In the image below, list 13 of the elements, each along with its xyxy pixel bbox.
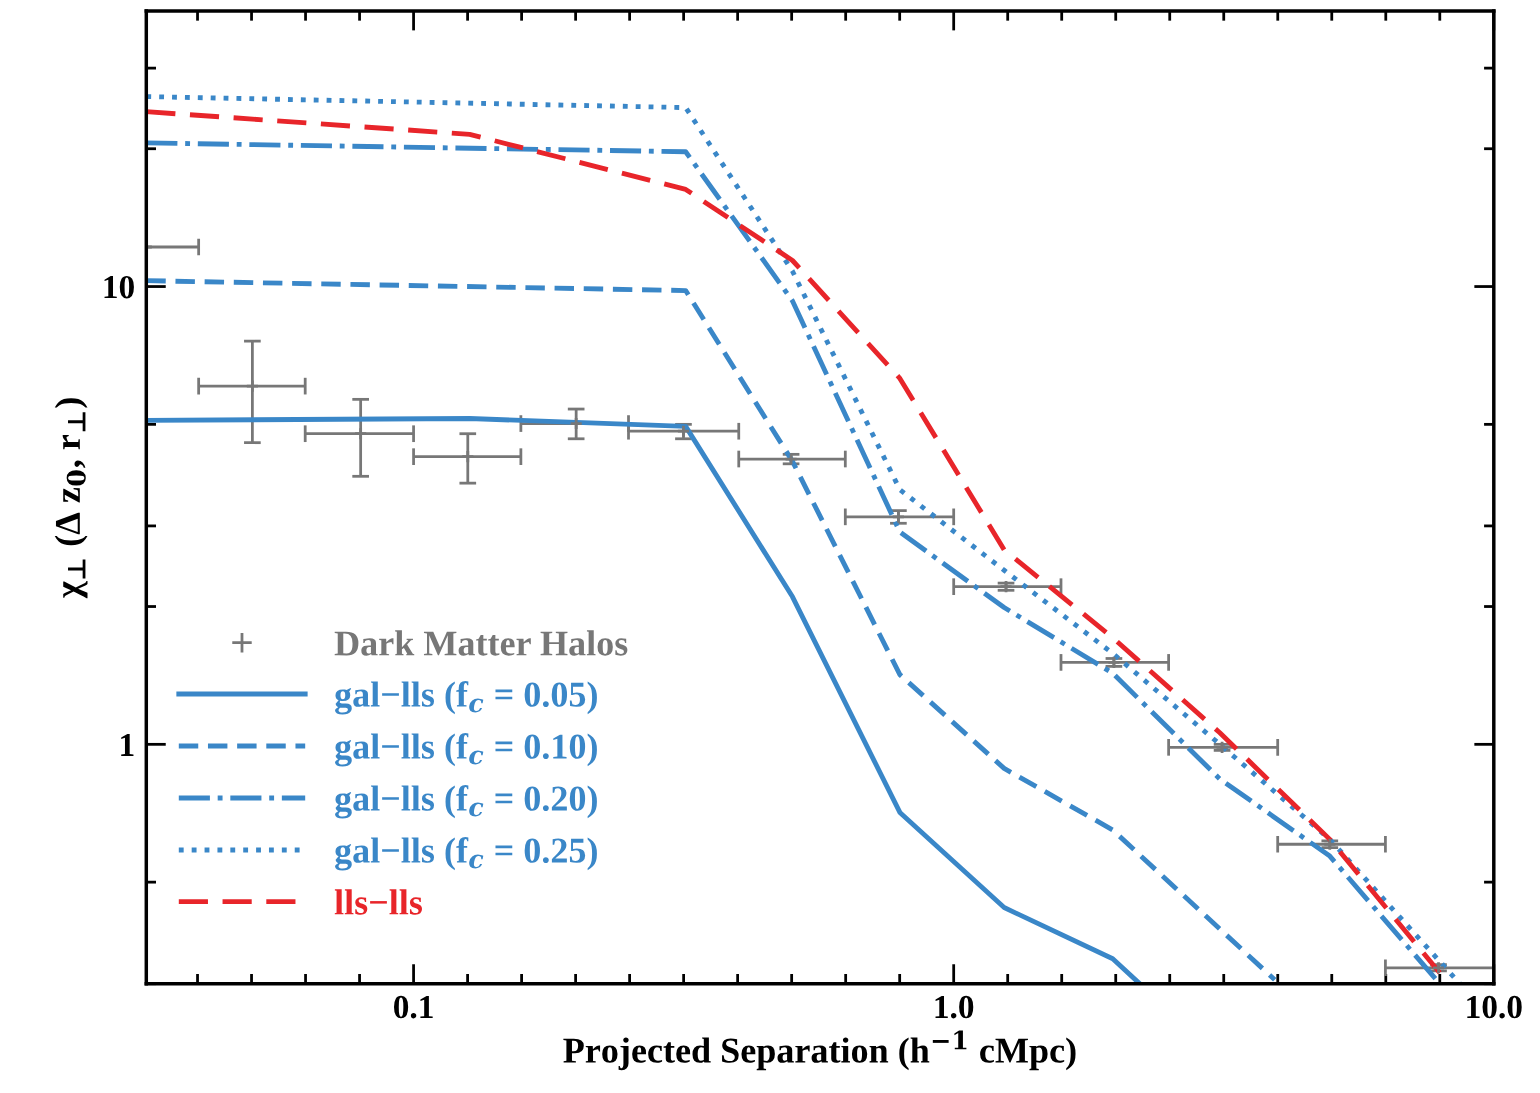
y-tick-label: 1 [121, 733, 134, 756]
x-tick-label: 10.0 [1467, 995, 1522, 1019]
legend-label: gal−lls (f$_{c}$ = 0.25) [335, 837, 597, 871]
legend-label: lls−lls [334, 889, 423, 915]
legend-label: gal−lls (f$_{c}$ = 0.10) [335, 733, 597, 767]
legend-label: gal−lls (f$_{c}$ = 0.05) [335, 681, 597, 715]
y-axis-title: χ$_{⊥}$ (Δ z$_{0}$, r$_{⊥}$) [54, 398, 88, 599]
y-tick-label: 10 [104, 275, 134, 299]
legend-label: gal−lls (f$_{c}$ = 0.20) [335, 785, 597, 819]
x-tick-label: 0.1 [394, 995, 433, 1019]
legend-label: Dark Matter Halos [334, 630, 628, 656]
x-axis-title: Projected Separation (h$^{−1}$ cMpc) [563, 1030, 1076, 1071]
x-tick-label: 1.0 [935, 995, 974, 1019]
